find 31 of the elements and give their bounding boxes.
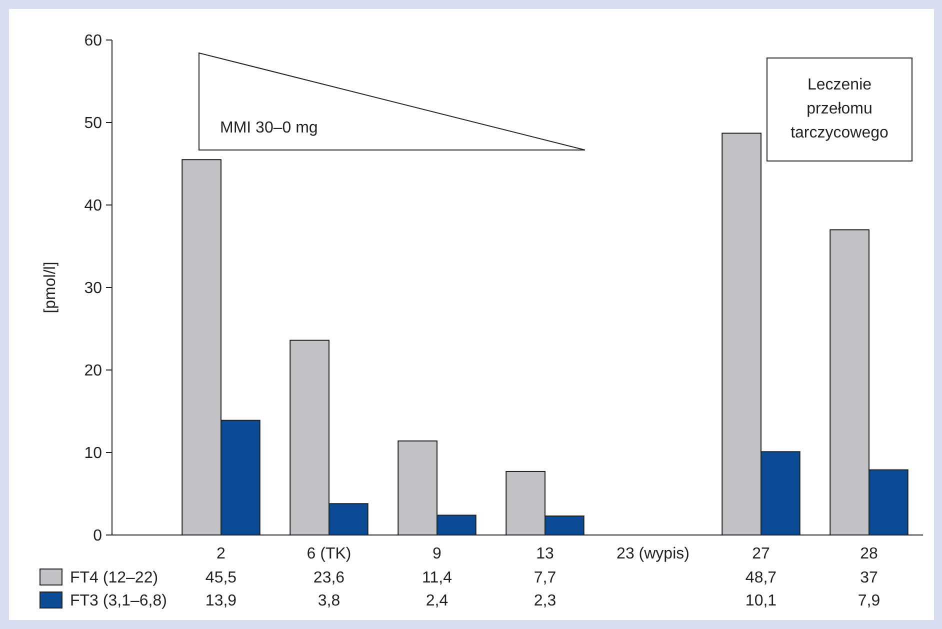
data-label: 3,8 (318, 592, 340, 610)
y-axis-title: [pmol/l] (42, 262, 59, 314)
data-label: 45,5 (205, 570, 237, 587)
y-tick-label: 20 (84, 362, 102, 380)
y-tick-label: 60 (84, 32, 102, 50)
legend-label: FT3 (3,1–6,8) (70, 592, 167, 610)
data-label: 7,7 (534, 570, 556, 587)
y-tick-label: 50 (84, 115, 102, 132)
data-label: 10,1 (745, 592, 777, 610)
x-tick-label: 6 (TK) (306, 546, 352, 563)
y-tick-label: 30 (84, 280, 102, 298)
legend-label: FT4 (12–22) (70, 570, 158, 587)
data-label: 11,4 (422, 570, 452, 587)
data-label: 23,6 (313, 570, 345, 587)
data-label: 48,7 (745, 570, 777, 587)
data-label: 13,9 (205, 592, 237, 610)
data-label: 7,9 (858, 592, 880, 610)
y-tick-label: 40 (84, 198, 102, 215)
annotation: Leczenie przełomu tarczycowego (790, 76, 889, 142)
x-tick-label: 2 (216, 546, 226, 563)
annotation: MMI 30–0 mg (220, 120, 318, 137)
x-tick-label: 13 (536, 546, 554, 563)
y-tick-label: 0 (93, 528, 102, 545)
data-label: 2,3 (534, 592, 556, 610)
x-tick-label: 23 (wypis) (616, 546, 690, 563)
data-label: 2,4 (426, 592, 448, 610)
x-tick-label: 9 (432, 546, 442, 563)
y-tick-label: 10 (84, 445, 102, 462)
data-label: 37 (860, 570, 878, 587)
x-tick-label: 27 (752, 546, 770, 563)
x-tick-label: 28 (860, 546, 878, 563)
